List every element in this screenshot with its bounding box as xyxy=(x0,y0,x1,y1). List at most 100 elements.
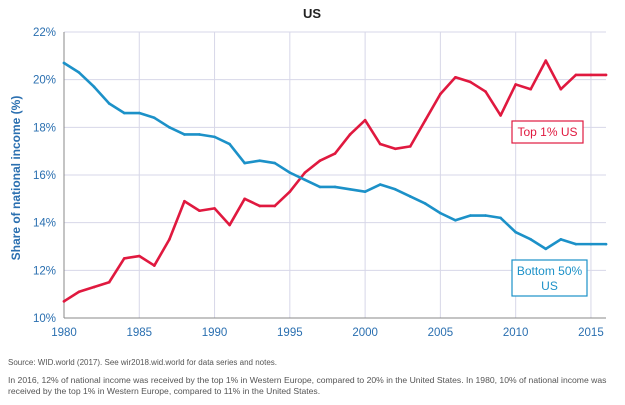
x-tick-label: 1990 xyxy=(202,327,228,339)
y-tick-label: 18% xyxy=(33,122,56,134)
data-point-top-1-us xyxy=(424,118,427,122)
data-point-bottom-50-us xyxy=(589,242,593,246)
data-point-top-1-us xyxy=(469,80,472,84)
y-tick-label: 22% xyxy=(33,27,56,39)
data-point-top-1-us xyxy=(122,257,126,260)
data-point-bottom-50-us xyxy=(213,135,216,139)
data-point-bottom-50-us xyxy=(393,188,397,191)
data-point-bottom-50-us xyxy=(303,178,307,182)
data-point-top-1-us xyxy=(168,238,171,241)
data-point-top-1-us xyxy=(333,152,337,155)
data-point-top-1-us xyxy=(62,300,66,303)
grid-lines xyxy=(64,31,606,318)
series-line-bottom-50-us xyxy=(62,61,608,251)
data-point-top-1-us xyxy=(92,285,96,289)
data-point-bottom-50-us xyxy=(122,111,126,115)
data-point-top-1-us xyxy=(107,280,111,284)
data-point-top-1-us xyxy=(439,92,442,96)
data-point-bottom-50-us xyxy=(454,218,457,222)
data-point-bottom-50-us xyxy=(559,238,563,241)
y-tick-label: 12% xyxy=(33,265,56,277)
y-tick-label: 20% xyxy=(33,75,56,87)
data-point-bottom-50-us xyxy=(198,133,201,136)
data-point-bottom-50-us xyxy=(137,111,141,115)
legend-bottom50-label-line2: US xyxy=(541,279,558,293)
data-point-top-1-us xyxy=(318,159,322,162)
legend-bottom50: Bottom 50% US xyxy=(511,259,588,297)
data-point-top-1-us xyxy=(303,171,307,174)
data-point-bottom-50-us xyxy=(424,202,427,205)
data-point-bottom-50-us xyxy=(484,214,487,217)
data-point-bottom-50-us xyxy=(168,126,171,129)
data-point-bottom-50-us xyxy=(318,185,322,189)
data-point-top-1-us xyxy=(228,223,231,227)
data-point-top-1-us xyxy=(499,114,502,117)
chart-title: US xyxy=(303,6,321,21)
data-point-bottom-50-us xyxy=(378,183,382,186)
x-tick-label: 2000 xyxy=(352,327,378,339)
data-point-top-1-us xyxy=(77,290,81,294)
y-tick-label: 16% xyxy=(33,170,56,182)
data-point-bottom-50-us xyxy=(92,85,96,89)
data-point-top-1-us xyxy=(243,197,246,201)
data-point-bottom-50-us xyxy=(363,190,367,193)
x-tick-label: 2015 xyxy=(578,327,604,339)
legend-top1-label: Top 1% US xyxy=(517,125,577,139)
data-point-bottom-50-us xyxy=(77,71,81,74)
y-tick-labels: 10% 12% 14% 16% 18% 20% 22% xyxy=(33,27,56,325)
data-point-top-1-us xyxy=(589,73,593,77)
data-point-bottom-50-us xyxy=(604,242,608,246)
x-tick-label: 2005 xyxy=(428,327,454,339)
data-point-bottom-50-us xyxy=(288,171,292,174)
data-point-top-1-us xyxy=(153,264,156,267)
data-point-bottom-50-us xyxy=(469,214,472,217)
data-point-top-1-us xyxy=(514,83,517,86)
data-point-bottom-50-us xyxy=(574,242,578,246)
axes xyxy=(63,32,606,319)
y-axis-label: Share of national income (%) xyxy=(9,96,23,261)
data-point-top-1-us xyxy=(574,73,578,77)
data-point-bottom-50-us xyxy=(243,161,246,165)
data-point-bottom-50-us xyxy=(408,195,412,198)
source-note: Source: WID.world (2017). See wir2018.wi… xyxy=(8,358,278,367)
data-point-bottom-50-us xyxy=(62,61,66,65)
series-group xyxy=(62,59,608,303)
x-tick-label: 1995 xyxy=(277,327,303,339)
data-point-top-1-us xyxy=(529,87,533,91)
data-point-bottom-50-us xyxy=(529,238,533,241)
data-point-top-1-us xyxy=(288,190,292,193)
data-point-top-1-us xyxy=(348,133,352,136)
data-point-top-1-us xyxy=(213,207,216,210)
legend-top1: Top 1% US xyxy=(511,120,584,144)
data-point-top-1-us xyxy=(378,142,382,146)
data-point-top-1-us xyxy=(198,209,201,213)
data-point-bottom-50-us xyxy=(333,185,337,189)
data-point-bottom-50-us xyxy=(273,161,277,165)
data-point-top-1-us xyxy=(183,199,186,203)
data-point-bottom-50-us xyxy=(514,230,517,234)
data-point-top-1-us xyxy=(408,145,412,148)
data-point-bottom-50-us xyxy=(499,216,502,220)
x-tick-label: 1985 xyxy=(126,327,152,339)
data-point-top-1-us xyxy=(393,147,397,151)
legend-bottom50-label-line1: Bottom 50% xyxy=(517,264,583,278)
data-point-top-1-us xyxy=(137,254,141,258)
data-point-top-1-us xyxy=(258,204,262,208)
data-point-bottom-50-us xyxy=(183,133,186,136)
y-tick-label: 10% xyxy=(33,313,56,325)
data-point-top-1-us xyxy=(454,75,457,79)
legend-bottom50-box xyxy=(511,259,588,297)
x-tick-label: 2010 xyxy=(503,327,529,339)
line-chart: US Share of national income (%) 10% 12% 14… xyxy=(9,6,608,339)
data-point-bottom-50-us xyxy=(439,211,442,215)
data-point-top-1-us xyxy=(363,118,367,122)
data-point-bottom-50-us xyxy=(348,188,352,191)
x-tick-labels: 1980 1985 1990 1995 2000 2005 2010 2015 xyxy=(51,327,604,339)
data-point-top-1-us xyxy=(604,73,608,77)
data-point-top-1-us xyxy=(559,87,563,91)
data-point-top-1-us xyxy=(273,204,277,208)
data-point-bottom-50-us xyxy=(544,247,548,251)
x-tick-label: 1980 xyxy=(51,327,77,339)
legend-top1-box xyxy=(511,120,584,144)
data-point-bottom-50-us xyxy=(153,116,156,120)
